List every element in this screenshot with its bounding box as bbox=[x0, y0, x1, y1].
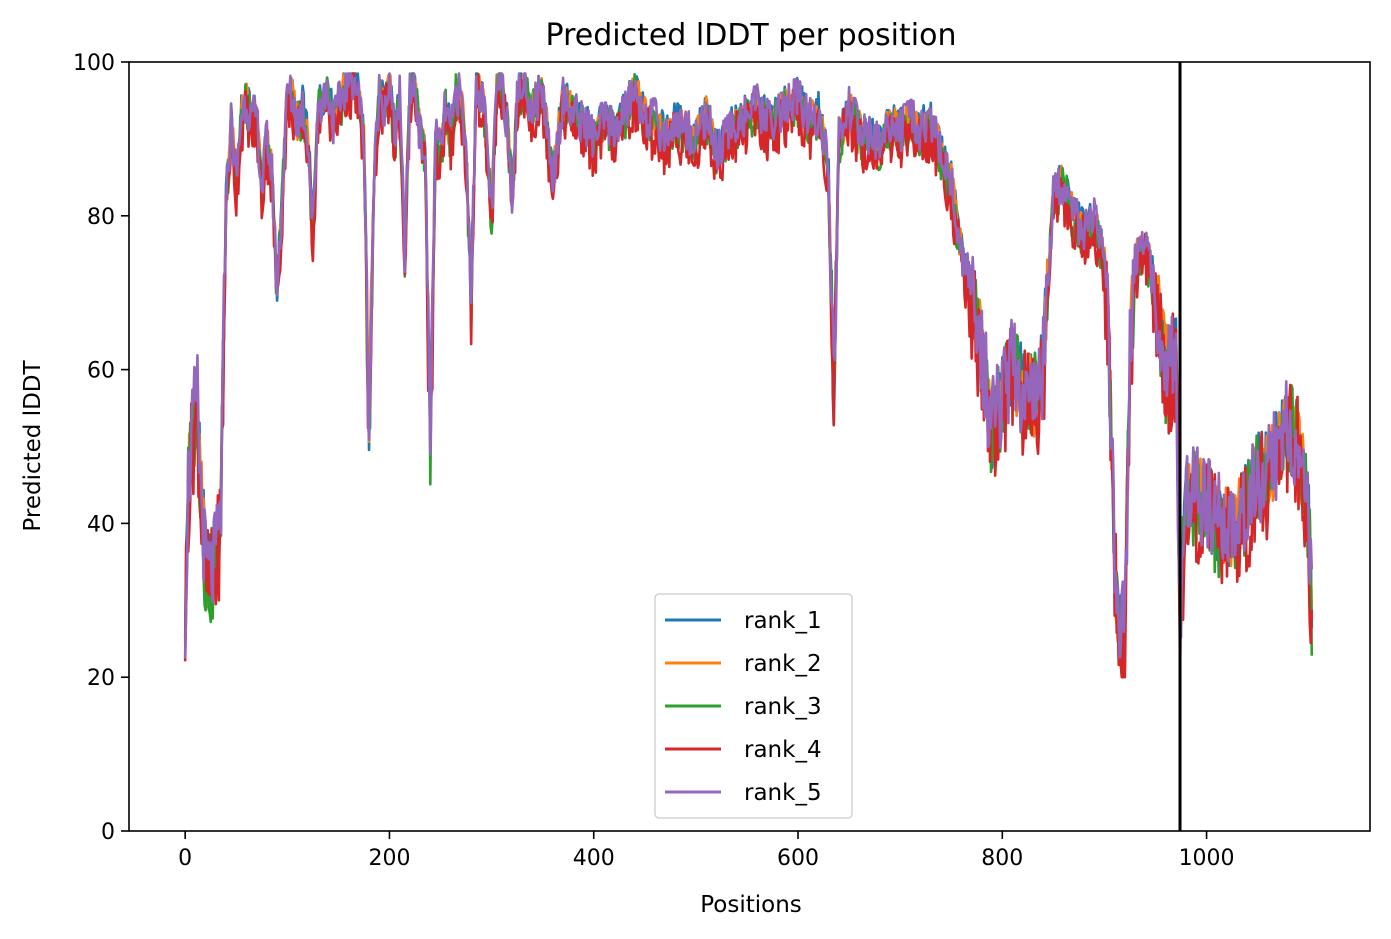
x-tick-label: 1000 bbox=[1179, 846, 1235, 871]
legend-label: rank_2 bbox=[744, 651, 822, 677]
y-tick-label: 40 bbox=[87, 512, 115, 537]
x-tick-label: 200 bbox=[368, 846, 410, 871]
plot-lines bbox=[183, 72, 1314, 679]
x-tick-label: 400 bbox=[573, 846, 615, 871]
x-axis-ticks: 0 200 400 600 800 1000 bbox=[178, 831, 1235, 871]
legend-label: rank_3 bbox=[744, 694, 822, 720]
y-tick-label: 80 bbox=[87, 205, 115, 230]
legend-box bbox=[654, 593, 853, 819]
y-tick-label: 60 bbox=[87, 359, 115, 384]
plot-frame bbox=[128, 61, 1371, 832]
y-axis-label: Predicted lDDT bbox=[20, 359, 46, 531]
series-line-rank_2 bbox=[183, 72, 1314, 661]
legend-label: rank_4 bbox=[744, 737, 822, 763]
y-axis-ticks: 0 20 40 60 80 100 bbox=[73, 51, 129, 845]
legend-label: rank_5 bbox=[744, 780, 822, 806]
legend-label: rank_1 bbox=[744, 608, 822, 634]
y-tick-label: 100 bbox=[73, 51, 115, 76]
chart-title: Predicted lDDT per position bbox=[546, 18, 957, 53]
chart-legend: rank_1 rank_2 rank_3 rank_4 rank_5 bbox=[654, 593, 853, 819]
x-tick-label: 800 bbox=[981, 846, 1023, 871]
series-line-rank_5 bbox=[183, 72, 1314, 659]
series-line-rank_3 bbox=[183, 72, 1314, 678]
series-line-rank_1 bbox=[183, 72, 1314, 671]
x-tick-label: 600 bbox=[777, 846, 819, 871]
x-tick-label: 0 bbox=[178, 846, 192, 871]
x-axis-label: Positions bbox=[700, 892, 802, 918]
y-tick-label: 0 bbox=[101, 820, 115, 845]
series-line-rank_4 bbox=[183, 72, 1314, 679]
y-tick-label: 20 bbox=[87, 666, 115, 691]
